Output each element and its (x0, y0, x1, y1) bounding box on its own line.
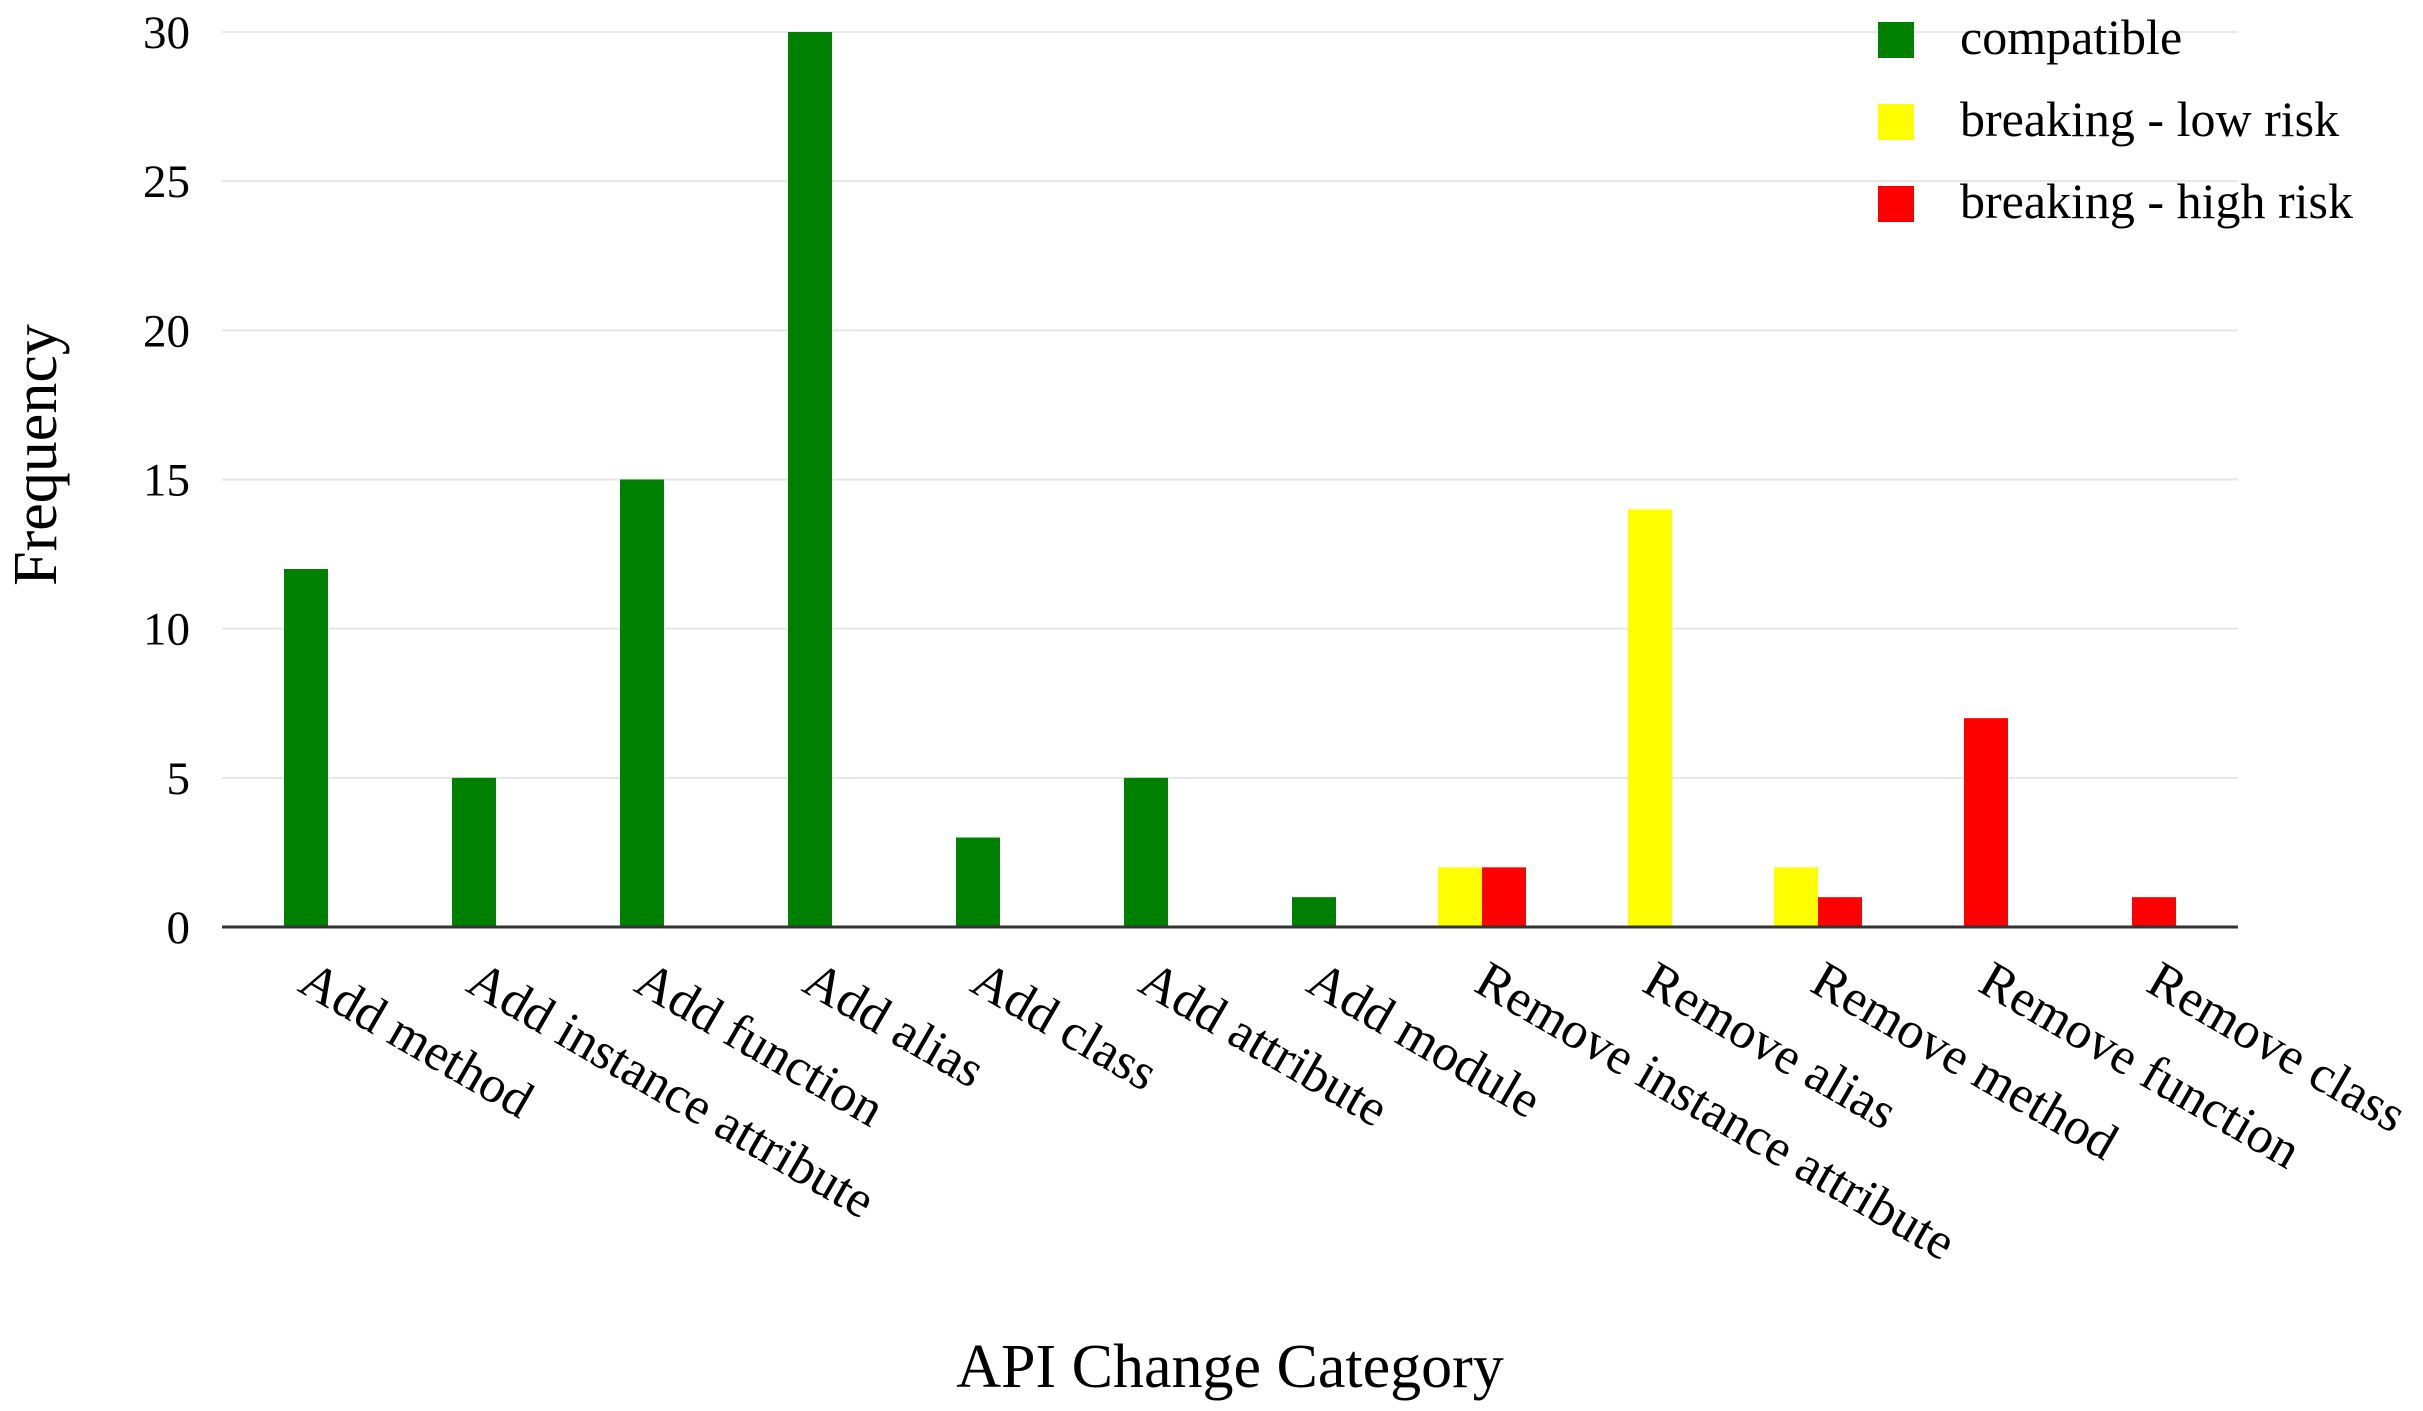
legend-swatch (1878, 104, 1914, 140)
bar-compatible (1292, 897, 1336, 927)
legend-label: breaking - low risk (1960, 91, 2339, 147)
bar-breaking-high-risk (1964, 718, 2008, 927)
y-axis-title: Frequency (2, 324, 70, 586)
y-tick-label: 25 (143, 156, 190, 208)
bar-compatible (1124, 777, 1168, 927)
legend-label: breaking - high risk (1960, 173, 2353, 229)
bar-breaking-high-risk (1818, 897, 1862, 927)
bar-breaking-low-risk (1438, 867, 1482, 927)
y-tick-label: 0 (167, 902, 191, 954)
legend: compatible breaking - low risk breaking - … (1878, 9, 2353, 229)
y-tick-label: 5 (167, 753, 191, 805)
x-category-label: Add class (962, 951, 1167, 1102)
bar-compatible (956, 837, 1000, 927)
bar-breaking-high-risk (2132, 897, 2176, 927)
bar-compatible (788, 32, 832, 927)
y-tick-label: 20 (143, 305, 190, 357)
y-tick-label: 30 (143, 7, 190, 59)
bar-compatible (620, 479, 664, 927)
bar-breaking-low-risk (1628, 509, 1672, 927)
legend-swatch (1878, 22, 1914, 58)
y-axis-ticks: 0 5 10 15 20 25 30 (143, 7, 190, 954)
y-tick-label: 10 (143, 604, 190, 656)
bar-compatible (284, 569, 328, 927)
bar-compatible (452, 777, 496, 927)
bars (284, 32, 2176, 927)
bar-breaking-high-risk (1482, 867, 1526, 927)
bar-breaking-low-risk (1774, 867, 1818, 927)
y-tick-label: 15 (143, 455, 190, 507)
gridlines (222, 31, 2238, 779)
x-axis-title: API Change Category (956, 1333, 1504, 1401)
legend-label: compatible (1960, 9, 2182, 65)
legend-swatch (1878, 186, 1914, 222)
